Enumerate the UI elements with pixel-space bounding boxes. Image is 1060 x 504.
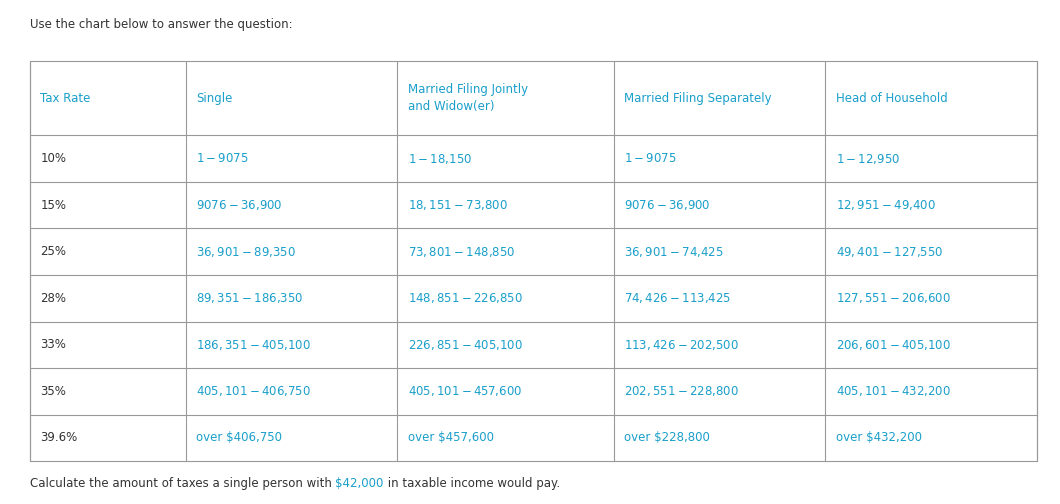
Text: 28%: 28% xyxy=(40,292,67,305)
Text: $73,801 - $148,850: $73,801 - $148,850 xyxy=(408,245,515,259)
Text: Head of Household: Head of Household xyxy=(835,92,948,105)
Text: $113,426 - $202,500: $113,426 - $202,500 xyxy=(624,338,740,352)
Text: $1 - $9075: $1 - $9075 xyxy=(624,152,677,165)
Text: $148,851 - $226,850: $148,851 - $226,850 xyxy=(408,291,523,305)
Text: $1 - $9075: $1 - $9075 xyxy=(196,152,249,165)
Text: over $432,200: over $432,200 xyxy=(835,431,922,445)
Text: $89,351 - $186,350: $89,351 - $186,350 xyxy=(196,291,304,305)
Text: 25%: 25% xyxy=(40,245,67,258)
Text: in taxable income would pay.: in taxable income would pay. xyxy=(384,477,560,490)
Text: $405,101 - $406,750: $405,101 - $406,750 xyxy=(196,385,312,398)
Text: $9076 - $36,900: $9076 - $36,900 xyxy=(624,198,711,212)
Text: $12,951 - $49,400: $12,951 - $49,400 xyxy=(835,198,936,212)
Text: Calculate the amount of taxes a single person with: Calculate the amount of taxes a single p… xyxy=(30,477,335,490)
Text: $9076 - $36,900: $9076 - $36,900 xyxy=(196,198,283,212)
Text: $206,601 - $405,100: $206,601 - $405,100 xyxy=(835,338,951,352)
Text: $36,901 - $74,425: $36,901 - $74,425 xyxy=(624,245,724,259)
Text: $49,401 - $127,550: $49,401 - $127,550 xyxy=(835,245,943,259)
Text: over $228,800: over $228,800 xyxy=(624,431,710,445)
Text: $226,851 - $405,100: $226,851 - $405,100 xyxy=(408,338,523,352)
Text: over $457,600: over $457,600 xyxy=(408,431,494,445)
Text: $74,426 - $113,425: $74,426 - $113,425 xyxy=(624,291,731,305)
Text: Married Filing Separately: Married Filing Separately xyxy=(624,92,772,105)
Text: $1 - $18,150: $1 - $18,150 xyxy=(408,152,472,166)
Text: $186,351 - $405,100: $186,351 - $405,100 xyxy=(196,338,312,352)
Text: $42,000: $42,000 xyxy=(335,477,384,490)
Text: 39.6%: 39.6% xyxy=(40,431,77,445)
Text: 35%: 35% xyxy=(40,385,66,398)
Text: Married Filing Jointly
and Widow(er): Married Filing Jointly and Widow(er) xyxy=(408,84,528,113)
Text: 10%: 10% xyxy=(40,152,67,165)
Text: $36,901 - $89,350: $36,901 - $89,350 xyxy=(196,245,297,259)
Text: Use the chart below to answer the question:: Use the chart below to answer the questi… xyxy=(30,18,293,31)
Text: $18,151 - $73,800: $18,151 - $73,800 xyxy=(408,198,508,212)
Text: 15%: 15% xyxy=(40,199,67,212)
Text: $1 - $12,950: $1 - $12,950 xyxy=(835,152,900,166)
Text: $405,101 - $432,200: $405,101 - $432,200 xyxy=(835,385,951,398)
Bar xyxy=(30,61,1037,461)
Text: Tax Rate: Tax Rate xyxy=(40,92,91,105)
Text: Single: Single xyxy=(196,92,233,105)
Text: $202,551 - $228,800: $202,551 - $228,800 xyxy=(624,385,740,398)
Text: 33%: 33% xyxy=(40,338,66,351)
Text: $127,551 - $206,600: $127,551 - $206,600 xyxy=(835,291,951,305)
Text: $405,101 - $457,600: $405,101 - $457,600 xyxy=(408,385,522,398)
Text: over $406,750: over $406,750 xyxy=(196,431,282,445)
